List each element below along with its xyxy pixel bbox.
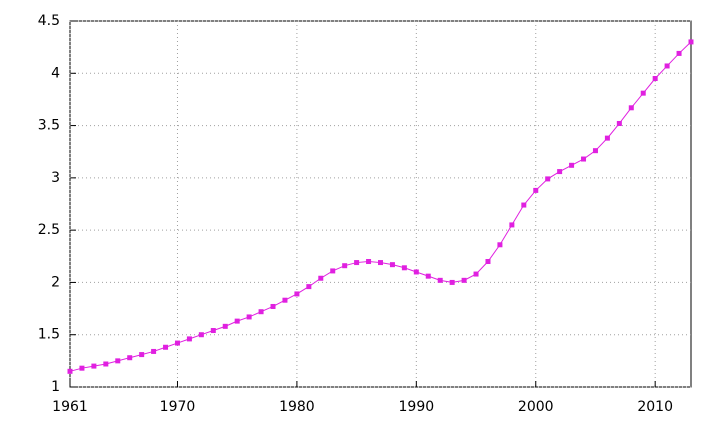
data-point [652,76,658,82]
data-point [676,50,682,56]
data-point [270,303,276,309]
data-point [163,344,169,350]
data-point [186,336,192,342]
x-tick-label: 1961 [52,399,88,415]
data-point [127,355,133,361]
data-point [198,332,204,338]
data-point [389,262,395,268]
data-point [258,309,264,315]
data-point [640,90,646,96]
x-tick-label: 1990 [399,399,435,415]
data-point [521,202,527,208]
data-point [497,242,503,248]
data-point [378,260,383,266]
data-line [69,41,692,372]
data-point [533,187,539,193]
data-point [210,328,216,334]
data-point [306,284,312,290]
y-tick-label: 2 [51,274,60,290]
data-point [604,135,610,141]
data-point [234,318,240,324]
data-point [509,222,515,228]
data-point [628,105,634,111]
data-point [688,39,694,45]
data-point [115,358,121,364]
data-point [103,361,109,367]
data-point [425,273,431,279]
data-point [557,169,563,175]
y-tick-label: 3.5 [38,118,60,134]
data-point [174,340,180,346]
data-point [569,162,575,168]
data-point [473,271,479,277]
data-point [401,265,407,271]
data-point [581,156,587,162]
data-point [413,269,419,275]
y-tick-label: 3 [51,170,60,186]
data-point [461,277,467,283]
data-point [354,260,360,266]
y-tick-label: 1.5 [38,327,60,343]
data-point [318,275,324,281]
data-point [139,352,145,358]
data-point [330,268,336,274]
x-tick-label: 2010 [637,399,673,415]
plot-frame [69,20,692,388]
data-point [616,120,622,126]
data-point [67,368,73,374]
data-point [91,363,97,369]
y-tick-label: 2.5 [38,222,60,238]
data-point [545,176,551,182]
data-point [366,259,372,265]
x-tick-label: 2000 [518,399,554,415]
data-point [79,365,85,371]
data-point [294,291,300,297]
x-tick-label: 1970 [160,399,196,415]
data-point [151,348,157,354]
data-point [342,263,348,269]
y-tick-label: 1 [51,379,60,395]
data-point [437,277,443,283]
data-point [282,297,288,303]
data-point [222,323,228,329]
data-point [664,63,670,69]
data-point [449,279,455,285]
y-tick-label: 4.5 [38,13,60,29]
y-tick-label: 4 [51,65,60,81]
x-tick-label: 1980 [279,399,315,415]
data-point [246,314,252,320]
data-point [485,259,491,265]
data-point [592,148,598,154]
